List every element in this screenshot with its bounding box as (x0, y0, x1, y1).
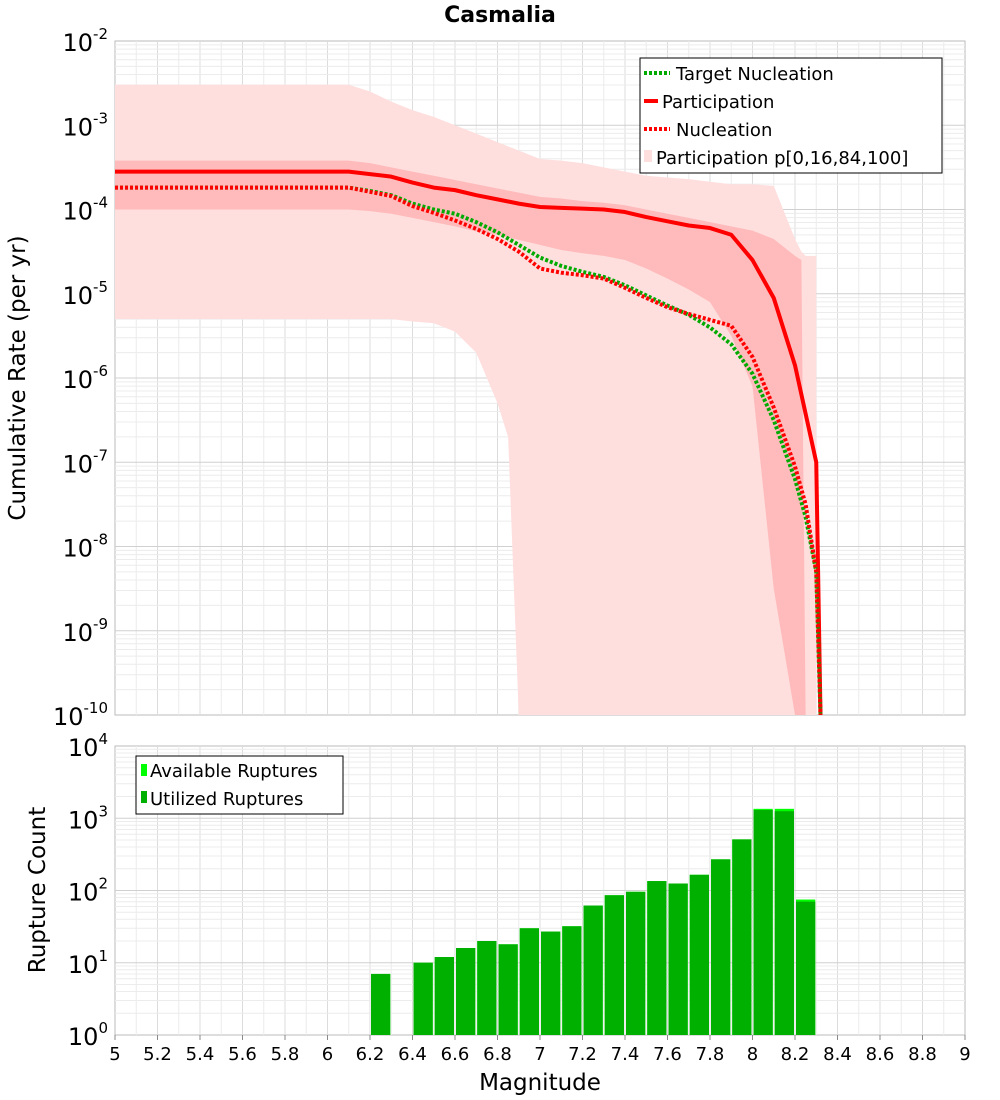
series-line-target-nucleation (115, 185, 823, 716)
x-tick-label: 9 (959, 1044, 970, 1065)
rupture-y-axis-title: Rupture Count (25, 807, 51, 973)
x-tick-label: 5.4 (186, 1044, 215, 1065)
x-tick-label: 8.4 (823, 1044, 852, 1065)
x-tick-label: 5.6 (228, 1044, 257, 1065)
x-tick-label: 8.8 (908, 1044, 937, 1065)
x-tick-label: 7 (534, 1044, 545, 1065)
x-tick-label: 7.8 (696, 1044, 725, 1065)
y-tick-label: 10-6 (62, 362, 108, 394)
bar-utilized (774, 811, 794, 1035)
x-tick-label: 8.2 (781, 1044, 810, 1065)
y-tick-label: 10-7 (62, 446, 108, 478)
x-tick-label: 6.8 (483, 1044, 512, 1065)
y-tick-label: 10-8 (62, 531, 108, 563)
bar-utilized (647, 881, 667, 1035)
x-tick-label: 5.8 (271, 1044, 300, 1065)
chart-title: Casmalia (444, 3, 556, 28)
rate-bands (115, 84, 817, 715)
rupture-legend: Available Ruptures Utilized Ruptures (135, 755, 344, 815)
y-tick-label: 101 (68, 947, 108, 979)
rupture-count-chart: 100 101 102 103 104 5 5.2 5.4 5.6 5.8 6 6.2 6.4 6.6 6… (25, 730, 971, 1096)
y-tick-label: 10-2 (62, 25, 108, 57)
rate-lines (115, 169, 823, 716)
bar-utilized (604, 895, 624, 1035)
x-tick-label: 5.2 (143, 1044, 172, 1065)
rate-chart: 10-10 10-9 10-8 10-7 10-6 10-5 10-4 10-3 10-2 Ca… (5, 3, 966, 731)
bar-utilized (456, 948, 476, 1035)
legend-label-participation: Participation (662, 92, 774, 113)
x-tick-label: 6.2 (356, 1044, 385, 1065)
legend-label-available: Available Ruptures (150, 761, 318, 782)
x-tick-label: 5 (109, 1044, 120, 1065)
rupture-y-ticks: 100 101 102 103 104 (68, 730, 108, 1051)
bar-utilized (434, 957, 454, 1035)
legend-label-nucleation: Nucleation (676, 120, 772, 141)
bar-utilized (371, 973, 391, 1035)
bar-utilized (626, 891, 646, 1035)
x-tick-label: 7.6 (653, 1044, 682, 1065)
legend-label-utilized: Utilized Ruptures (150, 789, 303, 810)
y-tick-label: 104 (68, 730, 108, 762)
x-tick-label: 8.6 (866, 1044, 895, 1065)
rupture-bars (371, 808, 816, 1035)
legend-swatch-available (141, 764, 147, 776)
legend-swatch-utilized (141, 791, 147, 803)
bar-utilized (583, 905, 603, 1035)
series-line-nucleation (115, 185, 823, 716)
bar-utilized (796, 901, 816, 1035)
legend-label-target-nucleation: Target Nucleation (675, 64, 834, 85)
bar-utilized (732, 839, 752, 1035)
x-axis-title: Magnitude (479, 1070, 601, 1096)
bar-utilized (711, 859, 731, 1035)
y-tick-label: 10-3 (62, 109, 108, 141)
bar-utilized (562, 926, 582, 1035)
legend-swatch-participation-band (644, 150, 652, 162)
x-tick-label: 7.4 (611, 1044, 640, 1065)
rate-y-ticks: 10-10 10-9 10-8 10-7 10-6 10-5 10-4 10-3 10-2 (53, 25, 108, 731)
y-tick-label: 10-4 (62, 194, 108, 226)
bar-utilized (541, 931, 561, 1035)
rate-legend: Target Nucleation Participation Nucleati… (639, 57, 943, 174)
rupture-legend-box (135, 755, 344, 815)
rupture-x-ticks: 5 5.2 5.4 5.6 5.8 6 6.2 6.4 6.6 6.8 7 7.2 7.4 7.6 7.8 8… (109, 1035, 971, 1065)
legend-label-participation-band: Participation p[0,16,84,100] (656, 148, 908, 169)
x-tick-label: 7.2 (568, 1044, 597, 1065)
bar-utilized (519, 928, 539, 1035)
x-tick-label: 6 (322, 1044, 333, 1065)
rate-legend-box (639, 57, 943, 174)
rate-y-axis-title: Cumulative Rate (per yr) (5, 235, 31, 520)
y-tick-label: 10-5 (62, 278, 108, 310)
y-tick-label: 103 (68, 802, 108, 834)
x-tick-label: 6.6 (441, 1044, 470, 1065)
y-tick-label: 10-10 (53, 699, 108, 731)
bar-utilized (668, 883, 688, 1035)
x-tick-label: 8 (747, 1044, 758, 1065)
bar-utilized (477, 941, 497, 1035)
bar-utilized (753, 810, 773, 1035)
x-tick-label: 6.4 (398, 1044, 427, 1065)
series-line-participation (115, 169, 823, 716)
y-tick-label: 102 (68, 875, 108, 907)
bar-utilized (498, 944, 518, 1035)
y-tick-label: 10-9 (62, 615, 108, 647)
bar-utilized (689, 874, 709, 1035)
y-tick-label: 100 (68, 1019, 108, 1051)
bar-utilized (413, 962, 433, 1035)
